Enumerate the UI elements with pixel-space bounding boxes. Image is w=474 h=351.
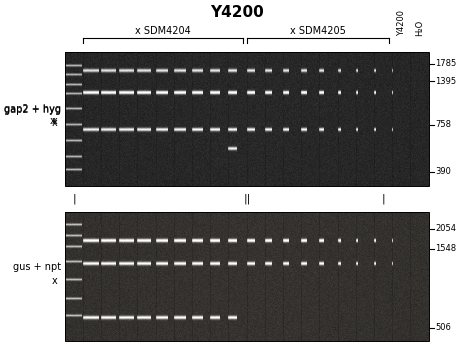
Text: x SDM4204: x SDM4204 [136, 26, 191, 36]
Text: ||: || [243, 194, 251, 204]
Text: x: x [52, 118, 61, 128]
Bar [65, 212, 429, 341]
Text: x SDM4205: x SDM4205 [290, 26, 346, 36]
Text: H₂O: H₂O [415, 20, 424, 36]
Text: 390: 390 [435, 167, 451, 177]
Text: 506: 506 [435, 323, 451, 332]
Text: 1395: 1395 [435, 77, 456, 86]
Text: Y4200: Y4200 [210, 5, 264, 20]
Text: 2054: 2054 [435, 224, 456, 233]
Text: x: x [52, 276, 61, 285]
Bar [65, 52, 429, 186]
Text: 1548: 1548 [435, 244, 456, 253]
Text: gap2 + hyg: gap2 + hyg [4, 105, 61, 115]
Text: gap2 + hyg: gap2 + hyg [4, 104, 61, 114]
Text: gus + npt: gus + npt [13, 263, 61, 272]
Text: 758: 758 [435, 120, 451, 129]
Text: Y4200: Y4200 [397, 10, 406, 36]
Text: x: x [50, 116, 61, 126]
Text: x: x [52, 116, 61, 126]
Text: |: | [382, 194, 385, 204]
Text: 1785: 1785 [435, 59, 456, 68]
Text: |: | [73, 194, 76, 204]
